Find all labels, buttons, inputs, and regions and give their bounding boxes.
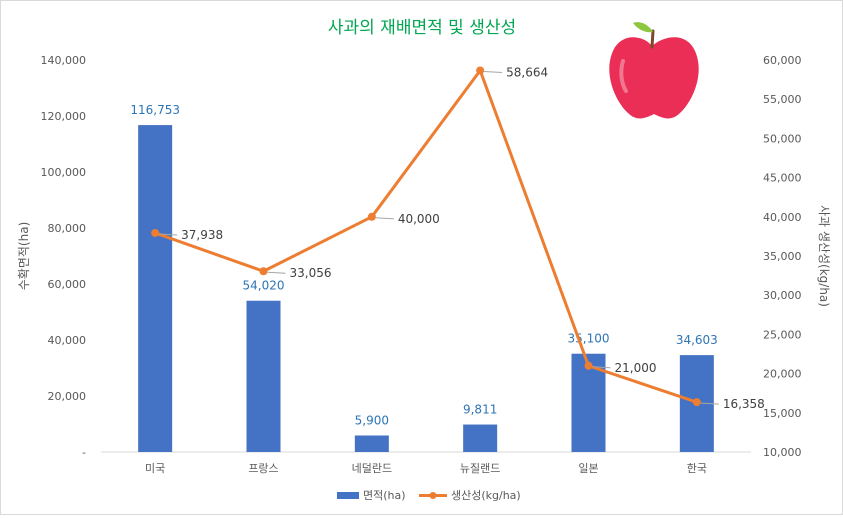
bar-value-label: 34,603 — [676, 333, 718, 347]
line-point — [259, 267, 268, 276]
y2-tick-label: 25,000 — [763, 328, 802, 341]
line-point — [584, 361, 593, 370]
y-tick-label: 120,000 — [41, 110, 87, 123]
line-label-leader — [484, 70, 503, 73]
x-tick-label: 네덜란드 — [352, 462, 392, 475]
line-value-label: 33,056 — [290, 266, 332, 280]
line-series-path — [154, 68, 698, 404]
bar-value-label: 5,900 — [355, 413, 389, 427]
apple-icon — [609, 22, 699, 119]
line-label-leader — [159, 233, 178, 236]
line-label-leader — [267, 271, 286, 274]
y2-tick-label: 40,000 — [763, 211, 802, 224]
y-tick-label: 20,000 — [48, 390, 87, 403]
y-tick-label: - — [82, 446, 86, 459]
line-point — [692, 398, 701, 407]
line-point — [151, 228, 160, 237]
y2-axis-title: 사과 생산성(kg/ha) — [817, 205, 831, 307]
y-tick-label: 80,000 — [48, 222, 87, 235]
bar-value-label: 35,100 — [568, 332, 610, 346]
line-value-label: 58,664 — [506, 65, 548, 79]
legend-label-line: 생산성(kg/ha) — [451, 489, 521, 502]
bar — [463, 424, 498, 452]
line-value-label: 40,000 — [398, 212, 440, 226]
line-point — [476, 66, 485, 75]
line-point — [367, 212, 376, 221]
y-tick-label: 100,000 — [41, 166, 87, 179]
line-value-label: 21,000 — [615, 361, 657, 375]
y2-tick-label: 15,000 — [763, 407, 802, 420]
line-label-leader — [375, 217, 394, 220]
y-axis-title: 수확면적(ha) — [17, 222, 31, 290]
y2-tick-label: 20,000 — [763, 368, 802, 381]
bar-value-label: 9,811 — [463, 403, 497, 417]
x-tick-label: 미국 — [145, 462, 165, 475]
line-value-label: 37,938 — [181, 228, 223, 242]
y-tick-label: 40,000 — [48, 334, 87, 347]
legend: 면적(ha) 생산성(kg/ha) — [337, 489, 521, 502]
x-tick-label: 일본 — [578, 461, 598, 475]
line-label-leader — [700, 402, 719, 405]
y-tick-label: 140,000 — [41, 54, 87, 67]
chart-title: 사과의 재배면적 및 생산성 — [328, 18, 516, 38]
y2-tick-label: 55,000 — [763, 93, 802, 106]
y2-tick-label: 60,000 — [763, 54, 802, 67]
legend-swatch-marker — [429, 492, 437, 499]
line-label-leader — [592, 366, 611, 369]
x-tick-label: 한국 — [687, 462, 707, 475]
y2-tick-label: 35,000 — [763, 250, 802, 263]
x-tick-label: 프랑스 — [248, 462, 278, 475]
y2-tick-label: 10,000 — [763, 446, 802, 459]
y2-tick-label: 45,000 — [763, 172, 802, 185]
legend-label-bar: 면적(ha) — [363, 489, 406, 502]
y-tick-label: 60,000 — [48, 278, 87, 291]
y2-tick-label: 30,000 — [763, 289, 802, 302]
bar — [138, 125, 173, 452]
bar — [354, 435, 389, 452]
bar-value-label: 54,020 — [243, 279, 285, 293]
legend-swatch-bar — [337, 492, 359, 499]
line-value-label: 16,358 — [723, 397, 765, 411]
bar — [246, 300, 281, 452]
bar-value-label: 116,753 — [130, 103, 180, 117]
y2-tick-label: 50,000 — [763, 132, 802, 145]
x-tick-label: 뉴질랜드 — [460, 462, 500, 475]
